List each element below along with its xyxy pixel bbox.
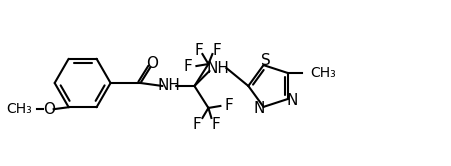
Text: O: O [146, 56, 158, 71]
Text: F: F [192, 117, 200, 132]
Text: NH: NH [156, 79, 179, 93]
Text: N: N [253, 101, 265, 116]
Text: O: O [42, 102, 55, 117]
Text: F: F [211, 117, 219, 132]
Text: F: F [225, 98, 233, 114]
Text: CH₃: CH₃ [309, 66, 335, 80]
Text: F: F [193, 42, 202, 58]
Text: NH: NH [207, 61, 229, 76]
Text: S: S [260, 53, 270, 68]
Text: N: N [286, 93, 297, 108]
Text: F: F [212, 42, 220, 58]
Text: CH₃: CH₃ [6, 102, 32, 116]
Text: F: F [183, 59, 191, 74]
